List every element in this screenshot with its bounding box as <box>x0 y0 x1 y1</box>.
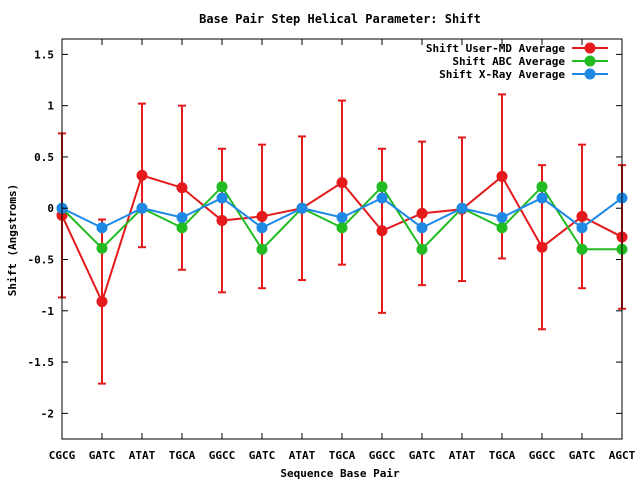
series-2-point <box>176 222 188 234</box>
series-2-point <box>496 222 508 234</box>
series-1-point <box>96 296 108 308</box>
x-tick-label: GATC <box>89 449 116 462</box>
series-2-point <box>216 181 228 193</box>
series-3-point <box>376 192 388 204</box>
series-2-point <box>96 242 108 254</box>
series-1-point <box>136 169 148 181</box>
series-1-point <box>176 182 188 194</box>
series-layer <box>56 169 628 308</box>
errorbar-layer <box>58 93 626 385</box>
legend-marker-3 <box>584 68 596 80</box>
x-axis-label: Sequence Base Pair <box>280 467 400 480</box>
x-tick-label: AGCT <box>609 449 636 462</box>
chart-title: Base Pair Step Helical Parameter: Shift <box>199 12 481 26</box>
y-axis-label: Shift (Angstroms) <box>6 184 19 297</box>
x-tick-label: GGCC <box>209 449 236 462</box>
series-3-point <box>176 211 188 223</box>
x-tick-label: GGCC <box>369 449 396 462</box>
series-3-point <box>296 202 308 214</box>
series-2-point <box>376 181 388 193</box>
series-3-point <box>496 211 508 223</box>
y-tick-label: -0.5 <box>28 254 55 267</box>
series-2-point <box>416 243 428 255</box>
x-tick-label: ATAT <box>129 449 156 462</box>
y-tick-label: -1.5 <box>28 356 55 369</box>
x-tick-label: CGCG <box>49 449 76 462</box>
y-tick-label: 1 <box>47 100 54 113</box>
series-2-point <box>576 243 588 255</box>
x-tick-label: TGCA <box>169 449 196 462</box>
series-2-point <box>336 222 348 234</box>
legend-label-2: Shift ABC Average <box>452 55 565 68</box>
series-3-point <box>416 222 428 234</box>
series-1-point <box>496 170 508 182</box>
plot-frame <box>61 38 623 440</box>
legend-label-3: Shift X-Ray Average <box>439 68 565 81</box>
legend-label-1: Shift User-MD Average <box>426 42 565 55</box>
series-1-point <box>256 210 268 222</box>
series-1-point <box>536 241 548 253</box>
y-tick-label: -2 <box>41 407 54 420</box>
series-1-point <box>376 225 388 237</box>
legend-marker-1 <box>584 42 596 54</box>
series-3-point <box>456 202 468 214</box>
x-tick-label: GATC <box>249 449 276 462</box>
series-3-point <box>216 192 228 204</box>
series-3-point <box>136 202 148 214</box>
y-tick-label: 1.5 <box>34 48 54 61</box>
series-2-point <box>536 181 548 193</box>
series-3-point <box>536 192 548 204</box>
series-1-point <box>336 177 348 189</box>
series-3-point <box>96 222 108 234</box>
tick-layer: -2 -1.5 -1 -0.5 0 0.5 1 1.5 CGCG GATC ATAT TGCA GGCC… <box>28 39 636 462</box>
series-3-point <box>336 211 348 223</box>
series-1-point <box>576 210 588 222</box>
series-1-point <box>416 207 428 219</box>
x-tick-label: GGCC <box>529 449 556 462</box>
x-tick-label: TGCA <box>329 449 356 462</box>
series-3-point <box>576 222 588 234</box>
y-tick-label: 0 <box>47 202 54 215</box>
x-tick-label: ATAT <box>449 449 476 462</box>
legend-marker-2 <box>584 55 596 67</box>
x-tick-label: GATC <box>569 449 596 462</box>
y-tick-label: -1 <box>41 305 55 318</box>
x-tick-label: GATC <box>409 449 436 462</box>
y-tick-label: 0.5 <box>34 151 54 164</box>
x-tick-label: ATAT <box>289 449 316 462</box>
series-3-point <box>256 222 268 234</box>
series-1-point <box>216 215 228 227</box>
series-2-point <box>256 243 268 255</box>
x-tick-label: TGCA <box>489 449 516 462</box>
